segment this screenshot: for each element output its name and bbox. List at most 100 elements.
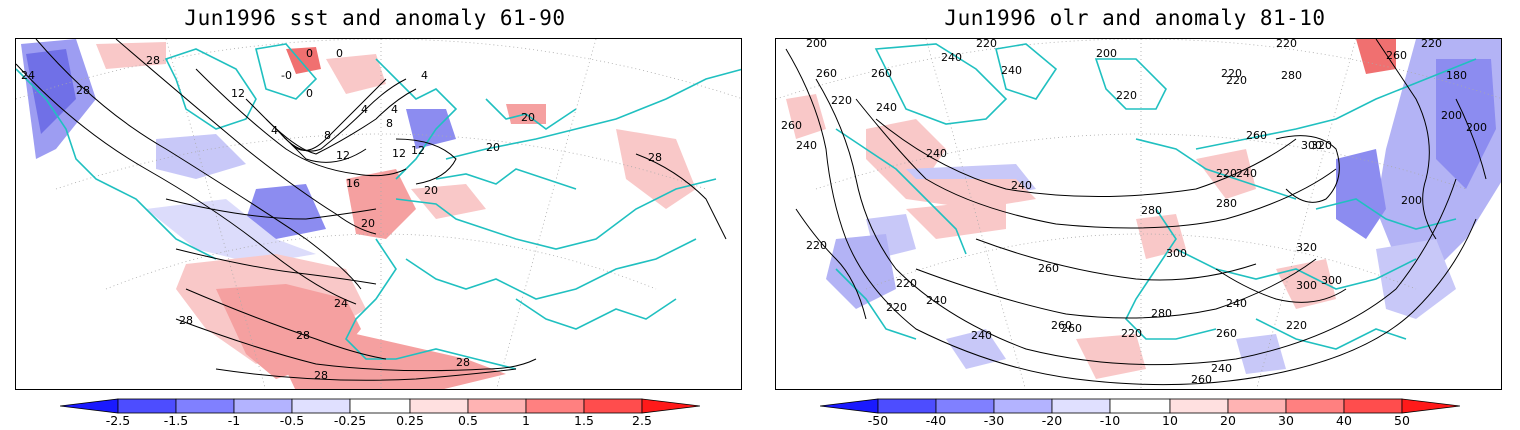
olr-contour-label: 320 xyxy=(1296,241,1317,254)
sst-contour-label: 16 xyxy=(346,177,360,190)
olr-colorbar-tick: -30 xyxy=(983,413,1005,428)
olr-contour-label: 240 xyxy=(1001,64,1022,77)
olr-colorbar-tick: -50 xyxy=(867,413,889,428)
olr-contour-label: 220 xyxy=(976,39,997,50)
sst-map-title: Jun1996 sst and anomaly 61-90 xyxy=(184,6,566,30)
olr-contour-label: 240 xyxy=(941,51,962,64)
olr-contour-label: 280 xyxy=(1216,197,1237,210)
olr-contour-label: 220 xyxy=(831,94,852,107)
sst-colorbar-tick: 1.5 xyxy=(574,413,594,428)
sst-contour-label: 24 xyxy=(21,69,35,82)
olr-contour-label: 240 xyxy=(1011,179,1032,192)
olr-contour-label: 200 xyxy=(1441,109,1462,122)
sst-contour-label: 20 xyxy=(521,111,535,124)
sst-contour-label: 28 xyxy=(296,329,310,342)
sst-contour-label: 28 xyxy=(456,356,470,369)
olr-contour-label: 200 xyxy=(1466,121,1487,134)
olr-contour-label: 240 xyxy=(971,329,992,342)
olr-contour-label: 240 xyxy=(1236,167,1257,180)
olr-contour-label: 300 xyxy=(1321,274,1342,287)
sst-contour-label: 4 xyxy=(421,69,428,82)
olr-contour-label: 300 xyxy=(1301,139,1322,152)
olr-coastlines xyxy=(835,43,1477,350)
olr-colorbar-tick: -40 xyxy=(925,413,947,428)
sst-contour-label: 24 xyxy=(334,297,348,310)
sst-contour-label: 20 xyxy=(424,184,438,197)
olr-contour-label: 240 xyxy=(796,139,817,152)
olr-contour-label: 240 xyxy=(1226,297,1247,310)
sst-colorbar-tick: 1 xyxy=(522,413,530,428)
sst-contour-label: 4 xyxy=(361,103,368,116)
olr-contour-label: 200 xyxy=(1401,194,1422,207)
olr-contour-label: 220 xyxy=(1221,67,1242,80)
olr-map-title: Jun1996 olr and anomaly 81-10 xyxy=(944,6,1326,30)
olr-contour-label: 220 xyxy=(1286,319,1307,332)
olr-contour-label: 260 xyxy=(1061,322,1082,335)
olr-contour-label: 260 xyxy=(1216,327,1237,340)
sst-contour-label: 0 xyxy=(336,47,343,60)
olr-contour-label: 260 xyxy=(1386,49,1407,62)
sst-contour-label: 0 xyxy=(306,47,313,60)
sst-colorbar-tick: 2.5 xyxy=(632,413,652,428)
sst-colorbar: -2.5 -1.5 -1 -0.5 -0.25 0.25 0.5 1 1.5 2… xyxy=(60,398,700,428)
olr-contour-label: 300 xyxy=(1296,279,1317,292)
olr-contour-label: 220 xyxy=(1226,74,1247,87)
sst-anomaly-shading xyxy=(21,39,696,389)
sst-contour-label: 28 xyxy=(648,151,662,164)
olr-colorbar-tick: -20 xyxy=(1041,413,1063,428)
sst-contour-label: 12 xyxy=(392,147,406,160)
olr-contour-label: 260 xyxy=(871,67,892,80)
sst-contour-label: 28 xyxy=(314,369,328,382)
olr-contour-label: 260 xyxy=(1246,129,1267,142)
olr-contour-label: 220 xyxy=(1121,327,1142,340)
olr-contour-label: 260 xyxy=(781,119,802,132)
olr-contour-label: 220 xyxy=(1421,39,1442,50)
olr-contour-label: 240 xyxy=(1211,362,1232,375)
sst-contour-label: 8 xyxy=(386,117,393,130)
sst-contour-label: 4 xyxy=(271,124,278,137)
sst-colorbar-tick: 0.5 xyxy=(458,413,478,428)
sst-contour-label: 4 xyxy=(391,103,398,116)
olr-contour-label: 220 xyxy=(1276,39,1297,50)
sst-contour-label: 28 xyxy=(76,84,90,97)
olr-colorbar-tick: 40 xyxy=(1336,413,1352,428)
sst-colorbar-tick: 0.25 xyxy=(396,413,424,428)
olr-contour-label: 220 xyxy=(886,301,907,314)
olr-contour-label: 220 xyxy=(1116,89,1137,102)
sst-contour-label: 28 xyxy=(146,54,160,67)
olr-contour-labels: 200 200 220 220 240 260 240 260 260 220 … xyxy=(781,39,1487,386)
olr-contour-label: 260 xyxy=(1191,373,1212,386)
olr-contour-label: 280 xyxy=(1151,307,1172,320)
olr-colorbar-graphic xyxy=(820,398,1460,414)
olr-contour-label: 320 xyxy=(1311,139,1332,152)
olr-colorbar-tick: 20 xyxy=(1220,413,1236,428)
sst-colorbar-tick: -0.5 xyxy=(279,413,305,428)
olr-map-graphic: 200 200 220 220 240 260 240 260 260 220 … xyxy=(776,39,1501,389)
olr-colorbar-tick: 30 xyxy=(1278,413,1294,428)
sst-contour-label: 20 xyxy=(486,141,500,154)
olr-contour-label: 280 xyxy=(1141,204,1162,217)
olr-colorbar-tick: -10 xyxy=(1099,413,1121,428)
olr-graticule xyxy=(776,39,1501,389)
olr-contour-label: 240 xyxy=(926,147,947,160)
olr-contour-label: 280 xyxy=(1281,69,1302,82)
olr-contour-label: 220 xyxy=(1216,167,1237,180)
olr-contour-label: 300 xyxy=(1166,247,1187,260)
sst-contour-label: 20 xyxy=(361,217,375,230)
olr-panel: Jun1996 olr and anomaly 81-10 xyxy=(770,0,1502,430)
sst-colorbar-tick: -0.25 xyxy=(333,413,367,428)
sst-contour-label: 12 xyxy=(336,149,350,162)
olr-contour-label: 220 xyxy=(896,277,917,290)
olr-contour-label: 260 xyxy=(816,67,837,80)
olr-contour-label: 240 xyxy=(876,101,897,114)
olr-anomaly-shading xyxy=(786,39,1501,379)
olr-map: 200 200 220 220 240 260 240 260 260 220 … xyxy=(775,38,1502,390)
sst-contour-label: 12 xyxy=(231,87,245,100)
sst-contour-label: 0 xyxy=(306,87,313,100)
sst-colorbar-tick: -1 xyxy=(227,413,241,428)
olr-contour-label: 200 xyxy=(1096,47,1117,60)
sst-contour-label: -0 xyxy=(281,69,292,82)
sst-contour-label: 28 xyxy=(179,314,193,327)
sst-panel: Jun1996 sst and anomaly 61-90 xyxy=(10,0,742,430)
sst-map-graphic: 24 28 28 0 0 -0 0 4 4 4 12 4 8 8 12 12 1… xyxy=(16,39,741,389)
